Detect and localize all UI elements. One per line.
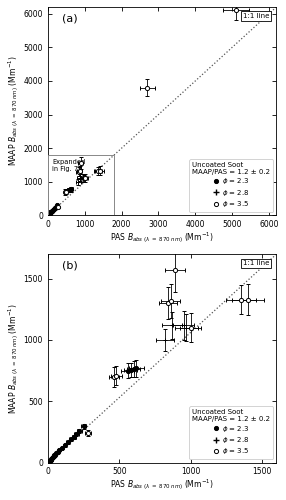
- Bar: [48, 155, 114, 216]
- Text: 1:1 line: 1:1 line: [243, 13, 270, 19]
- Text: Expanded
in Fig. 7b: Expanded in Fig. 7b: [52, 159, 86, 172]
- Y-axis label: MAAP $B_{abs\ (\lambda\ =\ 870\ nm)}$ (Mm$^{-1}$): MAAP $B_{abs\ (\lambda\ =\ 870\ nm)}$ (M…: [7, 56, 22, 166]
- Y-axis label: MAAP $B_{abs\ (\lambda\ =\ 870\ nm)}$ (Mm$^{-1}$): MAAP $B_{abs\ (\lambda\ =\ 870\ nm)}$ (M…: [7, 303, 22, 414]
- Legend: $\phi$ = 2.3, $\phi$ = 2.8, $\phi$ = 3.5: $\phi$ = 2.3, $\phi$ = 2.8, $\phi$ = 3.5: [189, 159, 273, 212]
- X-axis label: PAS $B_{abs\ (\lambda\ =\ 870\ nm)}$ (Mm$^{-1}$): PAS $B_{abs\ (\lambda\ =\ 870\ nm)}$ (Mm…: [110, 230, 214, 246]
- Text: (b): (b): [61, 260, 77, 270]
- Text: 1:1 line: 1:1 line: [243, 260, 270, 266]
- Text: (a): (a): [61, 13, 77, 23]
- X-axis label: PAS $B_{abs\ (\lambda\ =\ 870\ nm)}$ (Mm$^{-1}$): PAS $B_{abs\ (\lambda\ =\ 870\ nm)}$ (Mm…: [110, 478, 214, 493]
- Legend: $\phi$ = 2.3, $\phi$ = 2.8, $\phi$ = 3.5: $\phi$ = 2.3, $\phi$ = 2.8, $\phi$ = 3.5: [189, 406, 273, 459]
